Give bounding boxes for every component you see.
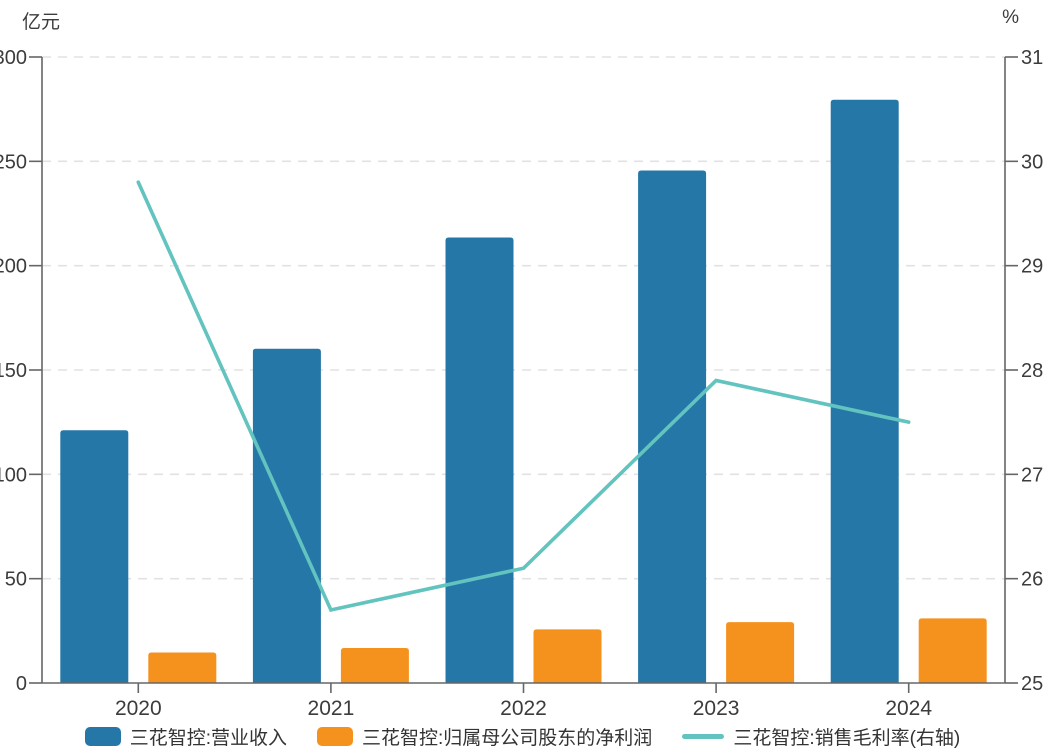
left-tick-label: 250 (0, 151, 27, 173)
x-tick-label: 2022 (500, 697, 547, 720)
x-tick-label: 2024 (885, 697, 932, 720)
axes: 0 50 100 150 200 250 300 25 26 27 28 29 30 31 2020 2021… (0, 47, 1043, 720)
bar-revenue-2020 (60, 430, 129, 683)
revenue-legend-swatch (84, 727, 121, 746)
bar-revenue-2024 (830, 99, 899, 683)
x-tick-label: 2021 (308, 697, 355, 720)
bar-net-profit-2022 (533, 629, 602, 683)
right-tick-label: 25 (1021, 673, 1043, 695)
left-tick-label: 300 (0, 47, 27, 69)
left-axis-unit-label: 亿元 (22, 12, 61, 33)
net-profit-legend-swatch (317, 727, 354, 746)
bar-net-profit-2023 (726, 622, 795, 683)
bar-net-profit-2021 (340, 647, 409, 683)
left-tick-label: 100 (0, 464, 27, 486)
bar-net-profit-2024 (918, 618, 987, 683)
bar-revenue-2023 (638, 170, 707, 684)
right-tick-label: 28 (1021, 360, 1043, 382)
legend-label-net-profit: 三花智控:归属母公司股东的净利润 (362, 728, 653, 749)
right-axis-unit-label: % (1002, 7, 1019, 28)
legend-item-net-profit: 三花智控:归属母公司股东的净利润 (317, 723, 652, 750)
left-tick-label: 200 (0, 256, 27, 278)
bar-revenue-2022 (445, 237, 514, 683)
legend-item-gross-margin: 三花智控:销售毛利率(右轴) (682, 723, 960, 750)
gross-margin-legend-line (682, 734, 725, 739)
right-tick-label: 27 (1021, 464, 1043, 486)
x-tick-label: 2023 (693, 697, 740, 720)
right-tick-label: 30 (1021, 151, 1043, 173)
legend: 三花智控:营业收入 三花智控:归属母公司股东的净利润 三花智控:销售毛利率(右轴… (0, 723, 1045, 750)
right-tick-label: 26 (1021, 569, 1043, 591)
gross-margin-line (136, 180, 911, 613)
legend-label-revenue: 三花智控:营业收入 (129, 728, 288, 749)
left-tick-label: 0 (16, 673, 27, 695)
left-tick-label: 150 (0, 360, 27, 382)
bar-net-profit-2020 (148, 652, 217, 683)
right-tick-label: 31 (1021, 47, 1043, 69)
right-tick-label: 29 (1021, 256, 1043, 278)
bars (60, 99, 987, 684)
x-tick-label: 2020 (115, 697, 162, 720)
legend-item-revenue: 三花智控:营业收入 (84, 723, 288, 750)
left-tick-label: 50 (5, 569, 27, 591)
legend-label-gross-margin: 三花智控:销售毛利率(右轴) (733, 728, 961, 749)
